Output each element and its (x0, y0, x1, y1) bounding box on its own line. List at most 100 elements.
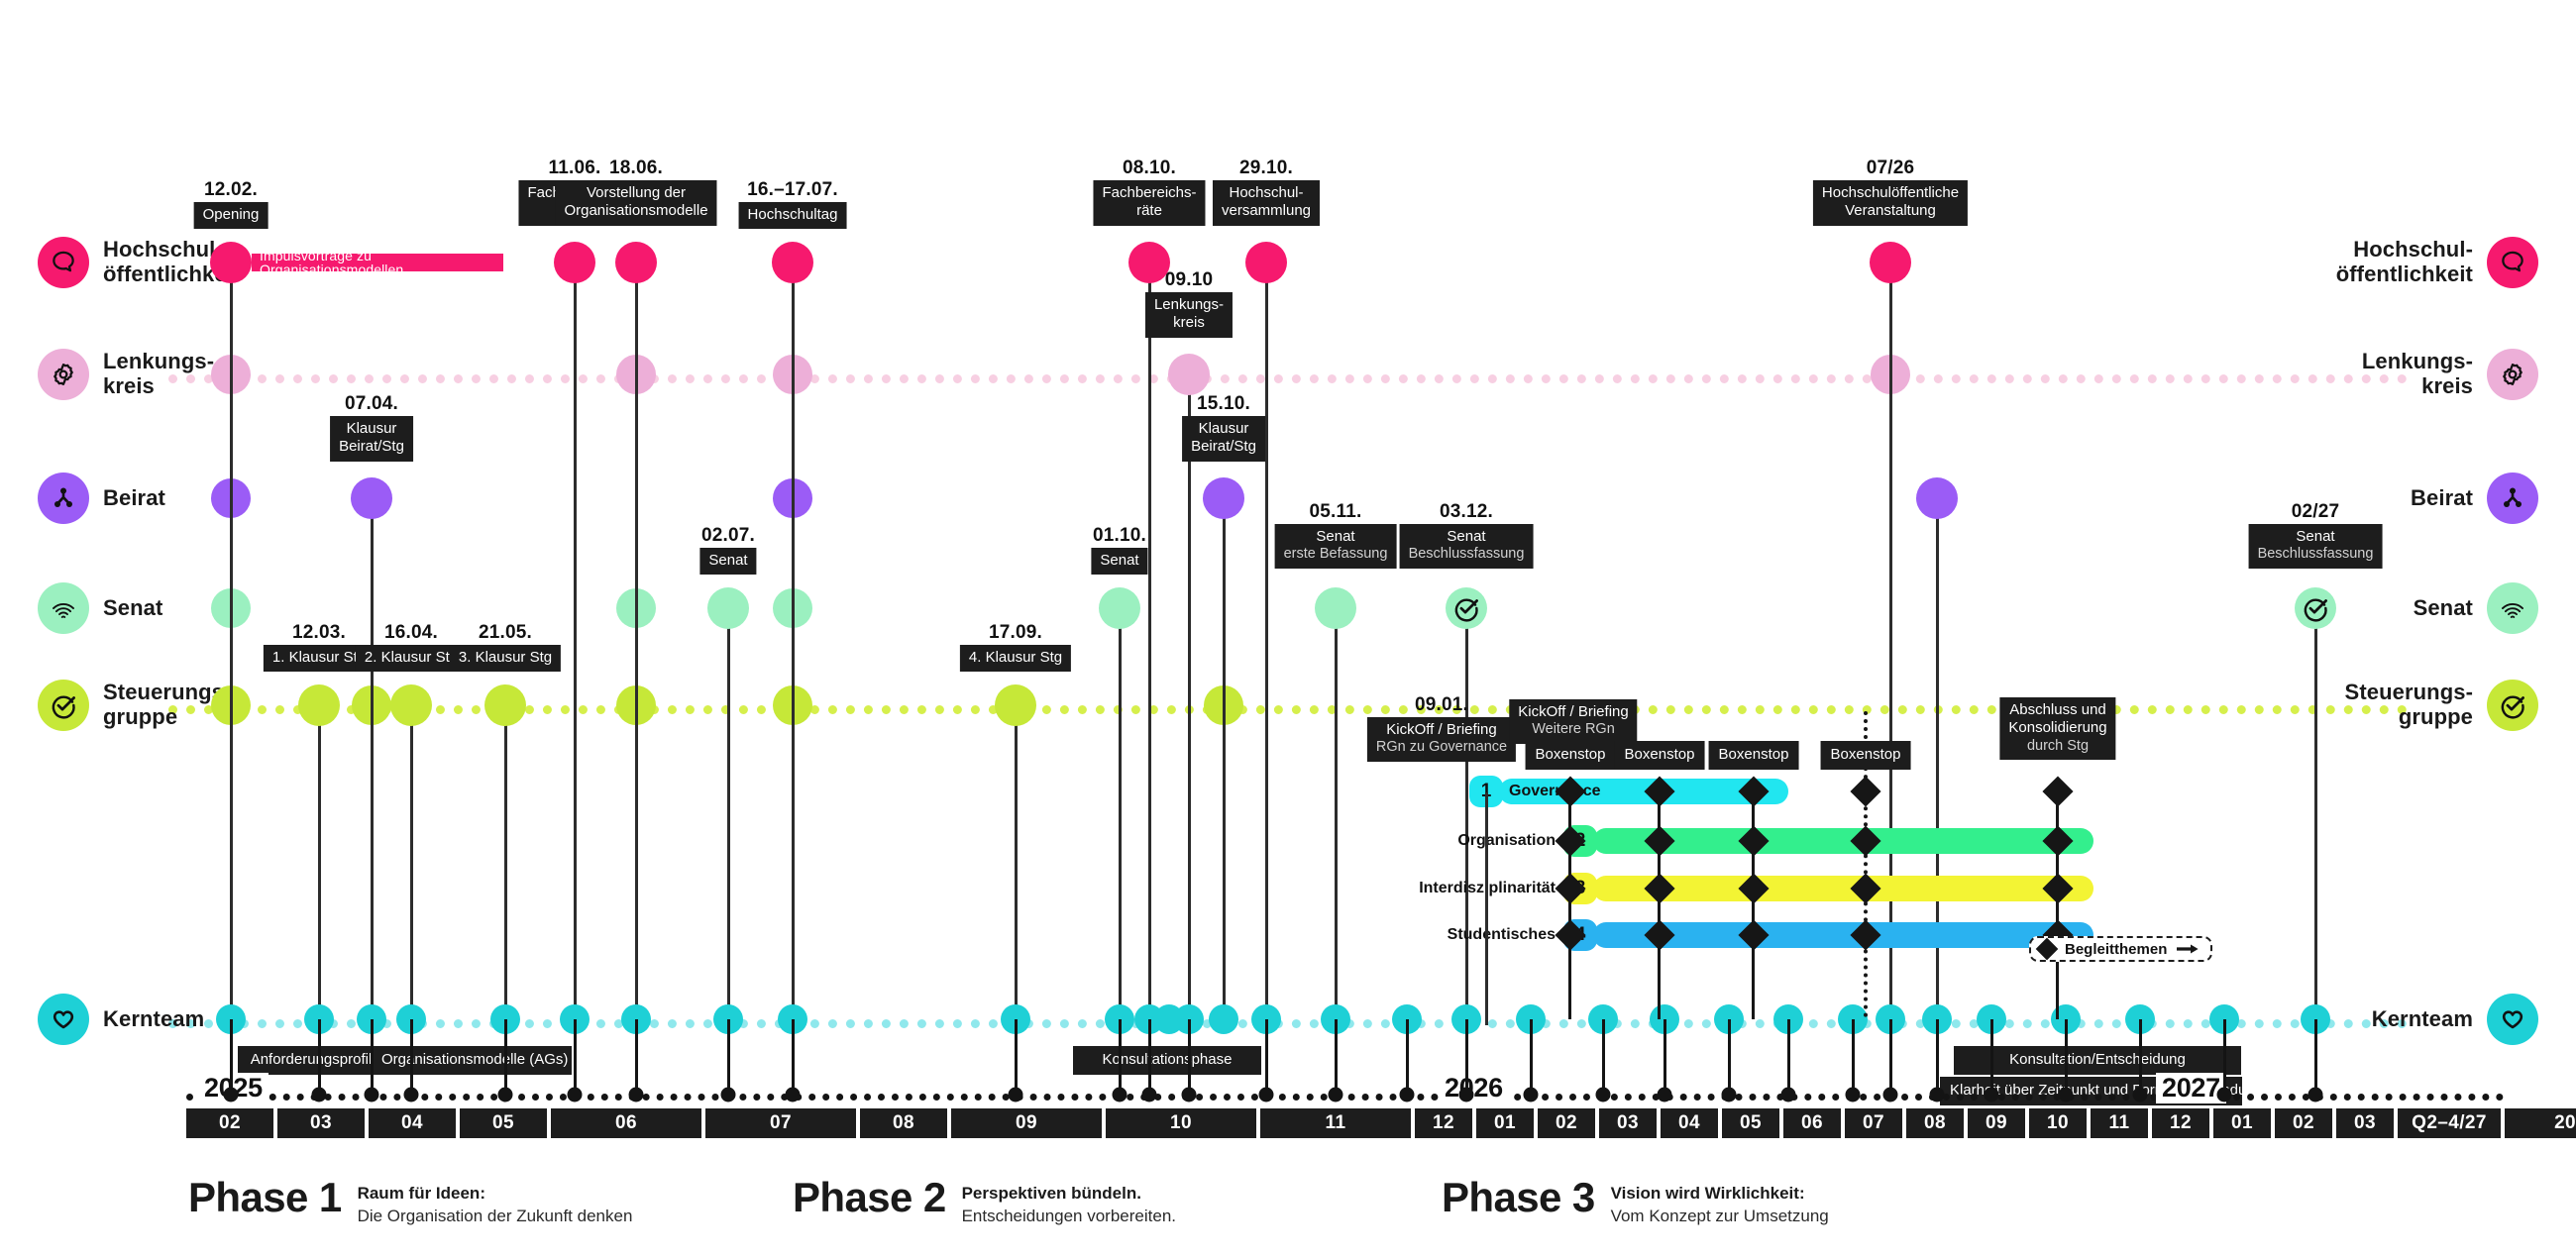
callout-label: Senat erste Befassung (1274, 523, 1397, 569)
lane-label-text: Beirat (103, 484, 165, 510)
month-Q2–4/27[interactable]: Q2–4/27 (2398, 1108, 2501, 1138)
callout-label: 3. Klausur Stg (449, 644, 562, 673)
event-stem (1223, 508, 1226, 1025)
lane-node (1446, 587, 1487, 629)
begleitthemen-diamond (2035, 937, 2059, 961)
callout-label: Klausur Beirat/Stg (1182, 415, 1265, 462)
axis-tick-stem (1664, 1019, 1666, 1094)
month-07[interactable]: 07 (705, 1108, 856, 1138)
month-11[interactable]: 11 (1260, 1108, 1411, 1138)
month-04[interactable]: 04 (1661, 1108, 1718, 1138)
callout-sublabel: Beschlussfassung (2257, 546, 2374, 563)
lane-label-hochschuloeffentlichkeit-right: Hochschul- öffentlichkeit (2336, 237, 2538, 288)
month-07[interactable]: 07 (1845, 1108, 1902, 1138)
lane-label-senat-left: Senat (38, 582, 162, 634)
month-05[interactable]: 05 (460, 1108, 547, 1138)
callout-date: 16.–17.07. (747, 179, 838, 200)
impulsvortraege-band: Impulsvorträge zu Organisationsmodellen (252, 249, 503, 276)
month-03[interactable]: 03 (277, 1108, 365, 1138)
tag-konsultation-entscheidung: Konsultation/Entscheidung (1954, 1046, 2241, 1075)
arrow-right-icon (2177, 944, 2199, 954)
callout-senat-0312: 03.12. Senat Beschlussfassung (1399, 502, 1534, 569)
month-09[interactable]: 09 (1968, 1108, 2025, 1138)
phase-desc-line1: Perspektiven bündeln. (961, 1184, 1141, 1203)
callout-date: 11.06. (548, 158, 601, 178)
lane-label-lenkungskreis-right: Lenkungs- kreis (2362, 349, 2538, 400)
axis-tick-dot (497, 1087, 513, 1102)
phase-block-phase-1: Phase 1 Raum für Ideen: Die Organisation d… (188, 1177, 632, 1228)
tag-anforderungsprofil: Anforderungsprofil (238, 1046, 384, 1075)
callout-klausur-beirat-stg-1510: 15.10. Klausur Beirat/Stg (1182, 394, 1265, 462)
lane-icon-check-circle-icon (2487, 680, 2538, 731)
callout-fachbereichsraete-0810: 08.10. Fachbereichs- räte (1093, 158, 1206, 226)
month-12[interactable]: 12 (2152, 1108, 2209, 1138)
month-08[interactable]: 08 (860, 1108, 947, 1138)
month-02[interactable]: 02 (1538, 1108, 1595, 1138)
month-04[interactable]: 04 (369, 1108, 456, 1138)
axis-tick-stem (1148, 1019, 1151, 1094)
phase-desc-line2: Die Organisation der Zukunft denken (357, 1206, 633, 1225)
lane-icon-advisory-node-icon (38, 472, 89, 524)
month-01[interactable]: 01 (1476, 1108, 1534, 1138)
lane-node (390, 684, 432, 726)
month-12[interactable]: 12 (1415, 1108, 1472, 1138)
month-06[interactable]: 06 (551, 1108, 701, 1138)
month-03[interactable]: 03 (2336, 1108, 2394, 1138)
lane-label-text: Steuerungs- gruppe (2344, 680, 2473, 729)
month-05[interactable]: 05 (1722, 1108, 1779, 1138)
phase-desc-line1: Raum für Ideen: (357, 1184, 485, 1203)
month-2028[interactable]: 2028 (2505, 1108, 2576, 1138)
month-02[interactable]: 02 (186, 1108, 273, 1138)
callout-date: 09.10 (1164, 269, 1214, 290)
lane-node (1209, 1004, 1238, 1034)
month-10[interactable]: 10 (2029, 1108, 2087, 1138)
axis-tick-dot (223, 1087, 239, 1102)
event-stem (1188, 384, 1191, 1025)
event-stem (1335, 618, 1338, 1025)
event-stem (230, 272, 233, 1025)
month-09[interactable]: 09 (951, 1108, 1102, 1138)
axis-tick-stem (2065, 1019, 2068, 1094)
axis-tick-dot (1328, 1087, 1343, 1102)
month-01[interactable]: 01 (2213, 1108, 2271, 1138)
event-stem (792, 272, 795, 1025)
axis-tick-dot (628, 1087, 644, 1102)
month-02[interactable]: 02 (2275, 1108, 2332, 1138)
lane-node (1315, 587, 1356, 629)
lane-node (1203, 477, 1244, 519)
wp-name-3: Interdisziplinarität (1326, 880, 1556, 897)
phase-desc-line1: Vision wird Wirklichkeit: (1610, 1184, 1805, 1203)
lane-node (707, 587, 749, 629)
month-10[interactable]: 10 (1106, 1108, 1256, 1138)
axis-tick-dot (720, 1087, 736, 1102)
axis-tick-dot (2132, 1087, 2148, 1102)
axis-tick-stem (1602, 1019, 1605, 1094)
callout-date: 07/26 (1866, 158, 1915, 178)
month-03[interactable]: 03 (1599, 1108, 1657, 1138)
axis-tick-stem (230, 1019, 233, 1094)
axis-tick-stem (574, 1019, 577, 1094)
lane-icon-speech-bubble-icon (38, 237, 89, 288)
lane-node (995, 684, 1036, 726)
month-11[interactable]: 11 (2091, 1108, 2148, 1138)
event-stem (1015, 715, 1018, 1025)
axis-tick-stem (1015, 1019, 1018, 1094)
month-08[interactable]: 08 (1906, 1108, 1964, 1138)
axis-tick-dot (403, 1087, 419, 1102)
callout-date: 21.05. (478, 622, 533, 643)
lane-label-text: Hochschul- öffentlichkeit (2335, 237, 2473, 286)
lane-node (1099, 587, 1140, 629)
lane-label-text: Lenkungs- kreis (103, 349, 215, 398)
lane-icon-gear-icon (38, 349, 89, 400)
lane-icon-radar-icon (2487, 582, 2538, 634)
callout-senat-0511: 05.11. Senat erste Befassung (1274, 502, 1397, 569)
lane-node (1916, 477, 1958, 519)
callout-date: 12.03. (291, 622, 347, 643)
lane-label-lenkungskreis-left: Lenkungs- kreis (38, 349, 214, 400)
callout-label: Senat (1091, 547, 1148, 576)
phase-desc-line2: Vom Konzept zur Umsetzung (1610, 1206, 1829, 1225)
callout-senat-0110: 01.10. Senat (1091, 526, 1148, 576)
tag-boxenstop-2: Boxenstop (1614, 741, 1705, 770)
event-stem (504, 715, 507, 1025)
month-06[interactable]: 06 (1783, 1108, 1841, 1138)
